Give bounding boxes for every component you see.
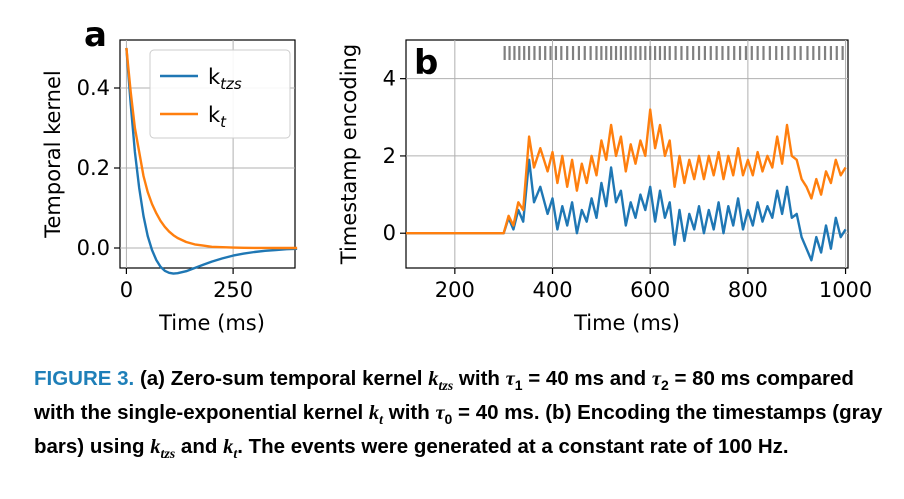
- legend-label-k-t: kt: [208, 103, 227, 131]
- caption-text: Encoding the timestamps (gray bars) usin…: [34, 401, 883, 459]
- y-tick-label: 0: [383, 221, 396, 245]
- caption-subscript: 0: [444, 411, 453, 428]
- y-tick-label: 2: [383, 144, 396, 168]
- series-line-k-t: [125, 47, 298, 250]
- caption-symbol: k: [428, 368, 439, 390]
- panel-b-chart: 200 400 600 800 1000 0 2 4 Time (ms) Timestamp …: [337, 39, 873, 335]
- caption-symbol: τ: [435, 402, 445, 425]
- panel-a-xlabel: Time (ms): [158, 311, 265, 335]
- caption-text: with: [453, 367, 506, 390]
- caption-subscript: t: [379, 413, 384, 429]
- caption-text: = 80 ms compared with the single-exponen…: [34, 367, 854, 425]
- x-tick-label: 250: [213, 278, 253, 302]
- panel-a-series: [125, 47, 298, 275]
- caption-subscript: tzs: [438, 379, 454, 395]
- caption-lead: FIGURE 3.: [34, 367, 135, 390]
- caption-text: = 40 ms.: [452, 401, 546, 425]
- caption-subscript: t: [233, 447, 238, 463]
- panel-b-series: [406, 108, 847, 262]
- caption-part-a: (a): [139, 367, 166, 390]
- x-tick-label: 1000: [819, 278, 872, 302]
- panel-b-letter: b: [414, 43, 438, 83]
- caption-symbol: k: [368, 402, 380, 425]
- caption-text: Zero-sum temporal kernel: [165, 367, 429, 390]
- series-line-k-t: [406, 108, 847, 235]
- y-tick-label: 0.0: [77, 236, 110, 260]
- figure-caption: FIGURE 3. (a) Zero-sum temporal kernel k…: [34, 366, 894, 468]
- panel-a-ylabel: Temporal kernel: [41, 70, 65, 239]
- series-line-k-tzs: [406, 158, 847, 262]
- panel-a-ticks: 0 250 0.0 0.2 0.4: [77, 76, 254, 302]
- x-tick-label: 200: [435, 278, 475, 302]
- panel-b-event-bars: [503, 46, 844, 60]
- caption-symbol: k: [223, 436, 234, 459]
- x-tick-label: 0: [120, 278, 133, 302]
- panel-a-legend: ktzs kt: [149, 49, 291, 139]
- caption-subscript: tzs: [160, 447, 176, 463]
- caption-text: = 40 ms and: [522, 367, 652, 390]
- caption-symbol: τ: [651, 368, 661, 390]
- caption-symbol: k: [150, 436, 161, 459]
- x-tick-label: 400: [532, 278, 572, 302]
- y-tick-label: 4: [383, 67, 396, 91]
- caption-text: . The events were generated at a constan…: [237, 435, 789, 459]
- series-line-k-tzs: [125, 47, 298, 275]
- caption-text: with: [383, 401, 436, 425]
- panel-b-xlabel: Time (ms): [573, 311, 680, 335]
- caption-symbol: τ: [505, 368, 515, 390]
- caption-subscript: 2: [660, 377, 669, 394]
- caption-text: and: [175, 435, 224, 459]
- panel-b-ylabel: Timestamp encoding: [337, 44, 361, 265]
- x-tick-label: 800: [728, 278, 768, 302]
- legend-box: [149, 49, 291, 139]
- x-tick-label: 600: [630, 278, 670, 302]
- y-tick-label: 0.2: [77, 156, 110, 180]
- panel-a-letter: a: [84, 15, 107, 55]
- panel-b-ticks: 200 400 600 800 1000 0 2 4: [383, 67, 873, 302]
- y-tick-label: 0.4: [77, 76, 110, 100]
- legend-label-k-tzs: ktzs: [208, 65, 242, 93]
- caption-subscript: 1: [514, 377, 523, 394]
- caption-part-b: (b): [545, 401, 572, 425]
